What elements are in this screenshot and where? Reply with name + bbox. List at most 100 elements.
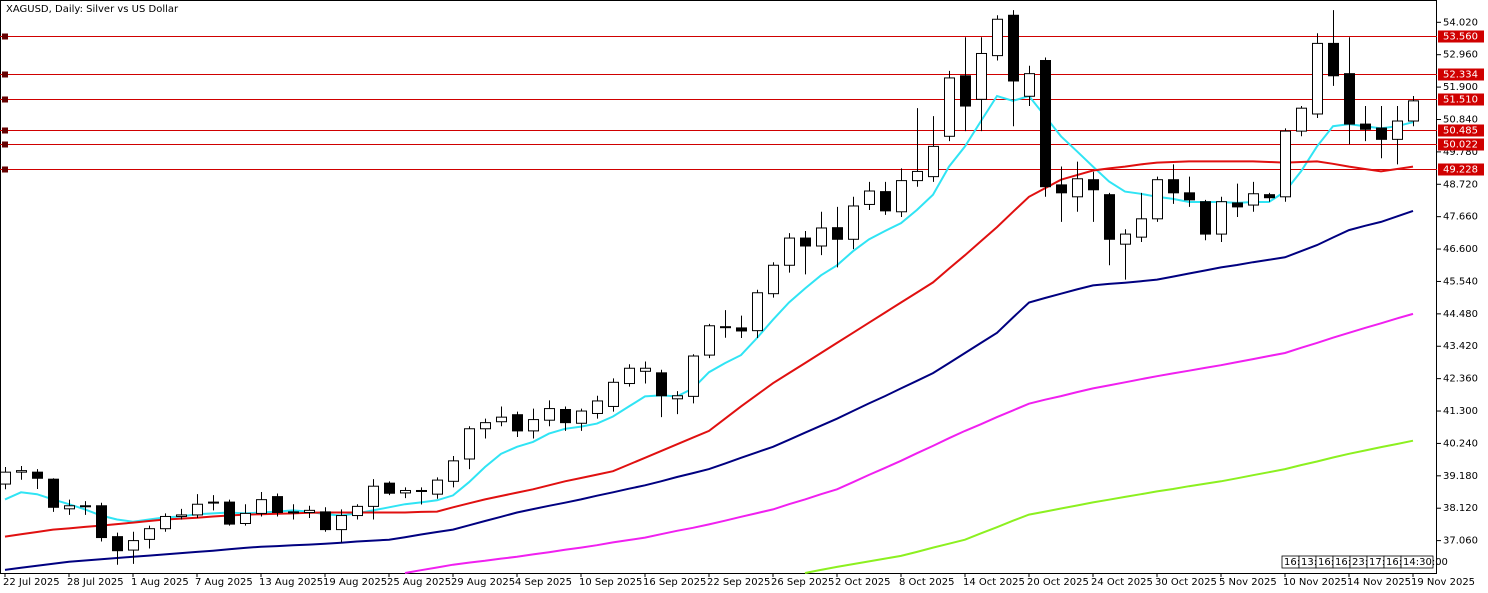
candle-body xyxy=(736,327,747,332)
x-tick-label: 5 Nov 2025 xyxy=(1219,577,1277,588)
candle-body xyxy=(864,190,875,205)
candle-body xyxy=(48,478,59,508)
candle-body xyxy=(528,419,539,432)
level-label: 51.510 xyxy=(1443,95,1478,106)
candle-body xyxy=(576,410,587,424)
candle-body xyxy=(320,511,331,531)
level-label-box xyxy=(1438,93,1484,106)
level-label: 50.022 xyxy=(1443,140,1478,151)
y-tick-label: 44.480 xyxy=(1443,309,1478,320)
candle-body xyxy=(304,509,315,513)
candle-body xyxy=(288,511,299,514)
candle-body xyxy=(1312,42,1323,115)
candle-body xyxy=(416,489,427,492)
candle-body xyxy=(1136,218,1147,238)
candle-body xyxy=(144,528,155,540)
candle-body xyxy=(176,514,187,517)
time-box-label: 14:30:00 xyxy=(1403,557,1448,568)
x-tick-label: 25 Aug 2025 xyxy=(387,577,451,588)
level-label-box xyxy=(1438,138,1484,151)
time-box xyxy=(1400,555,1434,569)
candle-body xyxy=(1280,130,1291,198)
time-box-label: 23: xyxy=(1352,557,1368,568)
x-tick-label: 14 Oct 2025 xyxy=(963,577,1025,588)
candle-body xyxy=(256,499,267,514)
level-marker xyxy=(2,141,8,148)
time-box-label: 16: xyxy=(1335,557,1351,568)
candle-body xyxy=(224,501,235,525)
candle-body xyxy=(1152,179,1163,220)
x-tick-label: 1 Aug 2025 xyxy=(131,577,189,588)
y-tick-label: 45.540 xyxy=(1443,276,1478,287)
candle-body xyxy=(64,505,75,510)
candle-body xyxy=(672,395,683,400)
level-label: 50.485 xyxy=(1443,126,1478,137)
candle-body xyxy=(1056,184,1067,194)
candle-body xyxy=(448,460,459,482)
x-tick-label: 8 Oct 2025 xyxy=(899,577,954,588)
y-tick-label: 46.600 xyxy=(1443,244,1478,255)
candle-body xyxy=(80,505,91,508)
candle-body xyxy=(1088,179,1099,191)
candle-body xyxy=(432,479,443,495)
candle-body xyxy=(384,482,395,494)
x-tick-label: 19 Nov 2025 xyxy=(1411,577,1475,588)
candle-body xyxy=(816,227,827,247)
candle-body xyxy=(656,372,667,397)
ma-line xyxy=(404,312,1414,574)
candle-body xyxy=(832,227,843,240)
candle-body xyxy=(560,409,571,424)
y-tick-label: 40.240 xyxy=(1443,438,1478,449)
candle-body xyxy=(512,414,523,432)
candle-body xyxy=(32,471,43,479)
candle-body xyxy=(1168,179,1179,194)
y-tick-label: 37.060 xyxy=(1443,536,1478,547)
ma-line xyxy=(4,94,1414,523)
y-tick-label: 49.780 xyxy=(1443,147,1478,158)
time-box-label: 13: xyxy=(1301,557,1317,568)
candle-body xyxy=(496,416,507,423)
x-tick-label: 28 Jul 2025 xyxy=(67,577,124,588)
candle-body xyxy=(768,264,779,295)
candle-body xyxy=(992,18,1003,57)
candle-body xyxy=(608,381,619,407)
y-tick-label: 43.420 xyxy=(1443,341,1478,352)
level-marker xyxy=(2,166,8,173)
y-tick-label: 50.840 xyxy=(1443,114,1478,125)
candle-body xyxy=(368,485,379,507)
candle-body xyxy=(592,400,603,414)
y-tick-label: 39.180 xyxy=(1443,471,1478,482)
x-tick-label: 20 Oct 2025 xyxy=(1027,577,1089,588)
level-label-box xyxy=(1438,124,1484,137)
x-tick-label: 22 Jul 2025 xyxy=(3,577,60,588)
x-tick-label: 13 Aug 2025 xyxy=(259,577,323,588)
level-marker xyxy=(2,96,8,103)
ma-line xyxy=(4,160,1414,538)
y-tick-label: 51.900 xyxy=(1443,82,1478,93)
candle-body xyxy=(784,237,795,266)
candle-body xyxy=(336,515,347,531)
x-tick-label: 19 Aug 2025 xyxy=(323,577,387,588)
candle-body xyxy=(272,496,283,513)
candle-body xyxy=(0,471,11,485)
candle-body xyxy=(1344,73,1355,125)
candle-body xyxy=(1376,127,1387,140)
y-tick-label: 48.720 xyxy=(1443,179,1478,190)
level-label: 52.334 xyxy=(1443,70,1478,81)
candle-body xyxy=(1072,178,1083,198)
candle-body xyxy=(1104,194,1115,240)
candle-body xyxy=(1120,233,1131,245)
level-label-box xyxy=(1438,68,1484,81)
candle-body xyxy=(1296,107,1307,132)
candle-body xyxy=(1408,100,1419,122)
time-box-label: 16: xyxy=(1386,557,1402,568)
x-tick-label: 14 Nov 2025 xyxy=(1347,577,1411,588)
y-tick-label: 42.360 xyxy=(1443,374,1478,385)
candle-body xyxy=(848,205,859,240)
x-tick-label: 22 Sep 2025 xyxy=(707,577,770,588)
candle-body xyxy=(1248,193,1259,206)
candle-body xyxy=(192,503,203,516)
x-tick-label: 10 Sep 2025 xyxy=(579,577,642,588)
time-box-label: 17: xyxy=(1369,557,1385,568)
